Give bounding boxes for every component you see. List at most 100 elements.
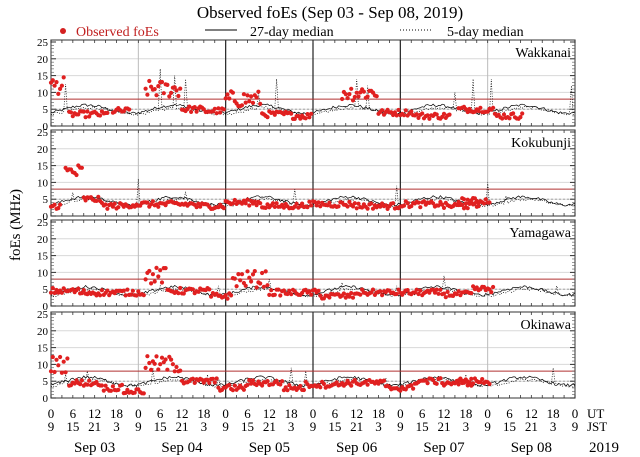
y-tick-label: 0 [43, 211, 49, 223]
observed-point [418, 205, 423, 210]
observed-point [56, 91, 61, 96]
observed-point [349, 86, 354, 91]
observed-point [380, 293, 385, 298]
observed-point [119, 382, 125, 387]
observed-point [212, 380, 217, 385]
observed-point [280, 379, 285, 384]
observed-point [478, 105, 483, 110]
observed-point [239, 103, 245, 108]
observed-point [481, 201, 487, 206]
x-tick-label-jst: 9 [484, 419, 491, 434]
observed-point [87, 378, 92, 383]
observed-point [192, 380, 197, 385]
x-tick-label-ut: 0 [572, 406, 579, 421]
observed-point [98, 113, 103, 118]
observed-point [261, 284, 266, 289]
observed-point [263, 269, 268, 274]
observed-point [481, 284, 487, 290]
y-tick-label: 10 [37, 177, 49, 189]
observed-point [249, 94, 254, 99]
observed-point [165, 82, 170, 87]
observed-point [380, 108, 385, 113]
x-tick-label-ut: 12 [263, 406, 276, 421]
x-tick-label-ut: 0 [222, 406, 229, 421]
observed-point [421, 199, 427, 204]
observed-point [169, 357, 174, 362]
observed-point [52, 83, 57, 88]
observed-point [96, 194, 101, 199]
observed-point [438, 376, 443, 381]
y-tick-label: 20 [37, 144, 49, 156]
x-tick-label-jst: 15 [241, 419, 254, 434]
observed-point [307, 289, 312, 294]
y-tick-label: 0 [43, 393, 49, 405]
observed-point [130, 288, 135, 293]
observed-point [167, 94, 172, 99]
observed-point [149, 367, 154, 372]
observed-point [285, 291, 290, 297]
observed-point [272, 204, 277, 209]
day-label: Sep 03 [74, 440, 115, 456]
observed-point [294, 201, 299, 206]
observed-point [274, 201, 279, 206]
observed-point [381, 378, 387, 383]
observed-point [318, 204, 323, 209]
observed-point [156, 84, 161, 89]
observed-point [147, 78, 152, 84]
observed-point [152, 279, 157, 284]
x-tick-label-jst: 3 [288, 419, 295, 434]
observed-point [343, 92, 348, 97]
x-tick-label-jst: 3 [550, 419, 557, 434]
station-label: Wakkanai [515, 46, 571, 61]
observed-point [176, 291, 181, 296]
observed-point [81, 109, 86, 114]
x-tick-label-jst: 9 [48, 419, 55, 434]
observed-point [345, 96, 350, 101]
observed-point [276, 287, 281, 292]
y-tick-label: 15 [37, 161, 49, 173]
observed-point [247, 203, 252, 208]
x-tick-label-jst: 15 [503, 419, 516, 434]
observed-point [59, 83, 64, 88]
x-tick-label-jst: 3 [201, 419, 208, 434]
legend-27day-label: 27-day median [250, 25, 334, 40]
observed-point [391, 201, 396, 206]
year-label: 2019 [589, 440, 619, 456]
observed-point [189, 109, 194, 114]
observed-point [243, 283, 248, 288]
observed-point [145, 354, 150, 359]
observed-point [141, 391, 146, 396]
observed-point [365, 94, 370, 99]
observed-point [190, 376, 195, 381]
observed-point [309, 111, 314, 116]
observed-point [427, 116, 432, 121]
observed-point [476, 204, 481, 209]
observed-point [356, 94, 361, 99]
observed-point [314, 203, 319, 208]
legend-observed-label: Observed foEs [76, 25, 159, 40]
observed-point [221, 107, 226, 112]
x-tick-label-ut: 12 [176, 406, 189, 421]
observed-point [247, 378, 252, 383]
observed-point [416, 115, 421, 120]
y-tick-label: 5 [43, 284, 49, 296]
observed-point [85, 382, 90, 387]
observed-point [394, 113, 399, 118]
observed-point [316, 200, 321, 205]
station-label: Okinawa [520, 318, 571, 333]
observed-point [65, 356, 70, 361]
observed-point [152, 361, 157, 366]
observed-point [110, 384, 115, 389]
observed-point [431, 201, 436, 206]
day-label: Sep 04 [161, 440, 203, 456]
x-axis: 0961512211830961512211830961512211830961… [48, 406, 619, 456]
observed-point [103, 383, 108, 388]
x-tick-label-ut: 12 [525, 406, 538, 421]
observed-point [116, 387, 121, 392]
x-tick-label-jst: 9 [397, 419, 404, 434]
observed-point [347, 294, 352, 299]
x-tick-label-jst: 3 [375, 419, 382, 434]
observed-point [52, 369, 57, 375]
observed-point [440, 202, 445, 207]
observed-point [85, 109, 90, 114]
